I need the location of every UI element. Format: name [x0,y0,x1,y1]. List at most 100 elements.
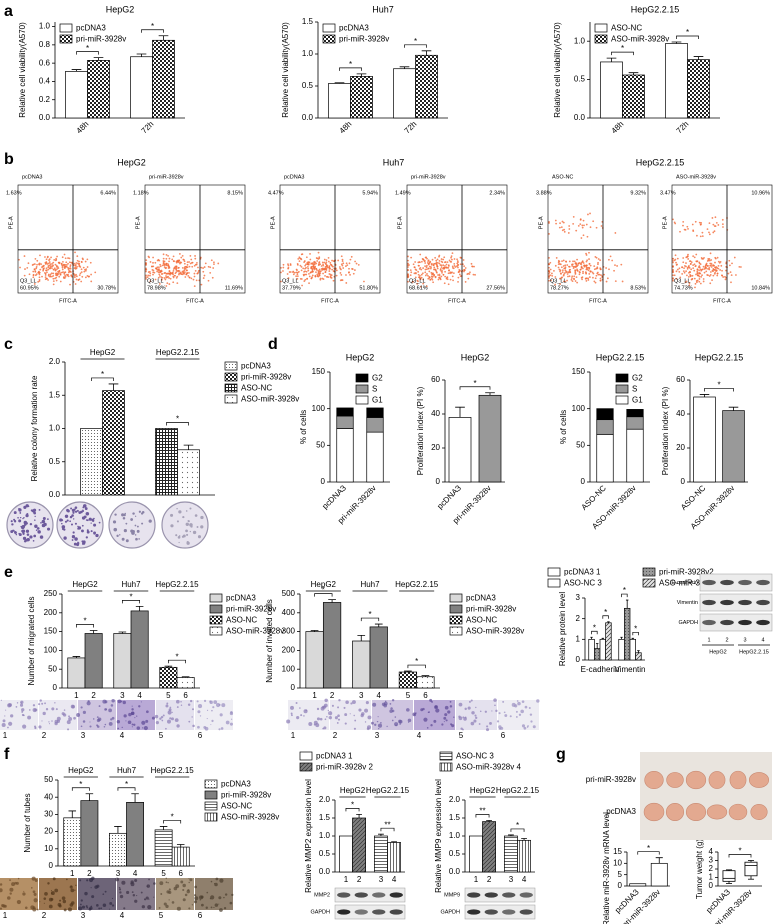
bar [80,428,103,496]
flow-event [698,278,701,280]
flow-event [417,264,420,267]
flow-event [65,264,68,266]
flow-event [86,266,89,268]
flow-event [675,277,678,280]
blot-band [702,619,716,626]
flow-event [425,256,428,259]
error-bar [693,56,704,60]
flow-event [164,278,167,281]
flow-event [411,281,414,283]
group-label: Huh7 [117,766,137,775]
flow-event [592,272,595,275]
colony [86,530,90,534]
micrograph-speck [515,716,518,718]
flow-event [34,270,37,272]
flow-event [321,277,324,280]
legend-label: pcDNA3 [339,24,369,33]
flow-event [563,230,566,233]
flow-event [423,260,426,263]
flow-event [193,275,196,278]
flow-event [598,273,601,276]
flow-event [408,264,410,266]
flow-event [296,273,299,276]
bar [393,68,416,119]
significance-label: * [686,28,689,37]
micrograph-speck [136,726,141,730]
flow-event [54,263,57,266]
flow-event [303,280,306,282]
flow-event [714,256,717,259]
flow-event [60,271,63,274]
image-number: 5 [159,731,164,740]
micrograph-speck [91,895,95,899]
colony [131,531,135,535]
colony [141,511,145,514]
flow-event [696,260,699,263]
colony [25,538,29,542]
flow-event [188,261,190,263]
flow-event [417,273,420,276]
significance-label: * [83,617,86,626]
flow-event [452,272,455,275]
flow-event [58,269,61,272]
error-bar [378,833,384,836]
micrograph-speck [63,908,67,912]
flow-event [441,271,443,274]
micrograph-speck [16,899,21,905]
flow-event [90,273,93,276]
flow-event [407,262,409,265]
flow-event [74,283,77,285]
panel-label: f [4,746,10,763]
micrograph-speck [191,708,194,711]
colony [90,522,92,524]
micrograph-speck [441,723,444,726]
micrograph-speck [173,886,178,891]
legend-swatch [615,384,629,394]
flow-event [300,265,303,268]
quadrant-ul: 1.49% [395,190,411,196]
flow-event [51,265,54,268]
flow-event [75,278,78,281]
significance-label: * [129,593,132,602]
micrograph [117,700,155,730]
flow-event [595,274,598,277]
micrograph-speck [63,709,66,711]
y-tick-label: 0.0 [319,867,331,876]
flow-event [562,221,565,224]
flow-event [181,267,184,269]
significance-label: * [125,780,128,789]
micrograph-speck [48,723,51,725]
flow-event [435,271,438,273]
flow-event [49,273,52,276]
flow-event [453,258,456,260]
colony [91,519,95,523]
micrograph-speck [194,885,198,889]
flow-event [328,270,331,272]
flow-event [725,269,727,272]
flow-event [171,272,174,274]
flow-event [34,274,37,277]
blot-group: HepG2.2.15 [739,649,769,655]
blot-band [720,599,734,606]
flow-frame [406,184,508,294]
flow-event [183,258,185,261]
flow-event [548,275,550,278]
micrograph-speck [192,724,195,728]
flow-event [554,219,557,222]
micrograph-speck [366,727,370,731]
flow-event [57,267,60,270]
micrograph-speck [196,700,199,703]
tumor [708,771,726,789]
flow-event [704,266,707,269]
micrograph-speck [524,705,528,709]
flow-event [555,257,558,259]
flow-event [287,277,290,279]
micrograph-speck [153,896,155,898]
flow-event [63,265,66,268]
flow-event [308,272,310,275]
significance-label: * [604,608,607,617]
micrograph-speck [210,906,213,909]
error-bar [159,826,168,830]
image-number: 5 [159,911,164,920]
flow-event [594,277,597,280]
